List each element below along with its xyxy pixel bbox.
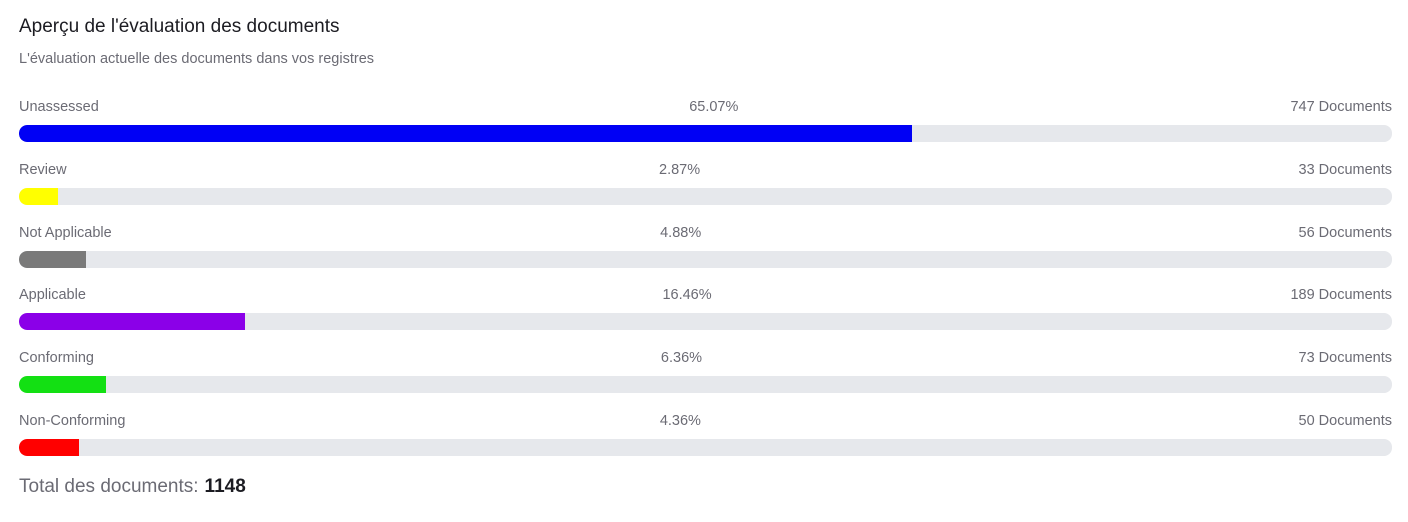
bar-row-not-applicable: Not Applicable 4.88% 56 Documents: [19, 225, 1392, 288]
total-documents: Total des documents: 1148: [19, 476, 246, 498]
bar-row-conforming: Conforming 6.36% 73 Documents: [19, 350, 1392, 413]
bar-fill-applicable: [19, 313, 245, 331]
bar-count-label: 747 Documents: [1290, 99, 1392, 115]
total-value: 1148: [204, 476, 246, 497]
bar-fill-unassessed: [19, 125, 913, 142]
bar-percent-label: 4.88%: [660, 224, 702, 241]
bar-row-non-conforming: Non-Conforming 4.36% 50 Documents: [19, 413, 1392, 476]
bar-track: [19, 313, 1392, 331]
bar-track: [19, 376, 1392, 394]
bar-label: Not Applicable: [19, 224, 112, 241]
bar-track: [19, 187, 1392, 205]
bar-percent-label: 6.36%: [660, 350, 703, 367]
bar-fill-review: [19, 187, 59, 205]
bar-row-header: Unassessed 65.07% 747 Documents: [19, 99, 1392, 123]
bar-count-label: 33 Documents: [1298, 161, 1393, 178]
card-subtitle: L'évaluation actuelle des documents dans…: [19, 51, 375, 67]
bar-count-label: 189 Documents: [1290, 287, 1392, 304]
bar-count-label: 73 Documents: [1298, 350, 1393, 367]
bar-track: [19, 125, 1392, 142]
bar-label: Non-Conforming: [19, 412, 126, 429]
bar-row-header: Conforming 6.36% 73 Documents: [19, 350, 1392, 374]
assessment-bar-list: Unassessed 65.07% 747 Documents Review 2.87%…: [19, 99, 1392, 476]
bar-row-header: Non-Conforming 4.36% 50 Documents: [19, 413, 1392, 437]
bar-percent-label: 2.87%: [659, 161, 701, 178]
card-title: Aperçu de l'évaluation des documents: [19, 16, 340, 37]
bar-track: [19, 250, 1392, 268]
bar-label: Unassessed: [19, 99, 99, 115]
bar-count-label: 50 Documents: [1298, 412, 1393, 429]
bar-row-applicable: Applicable 16.46% 189 Documents: [19, 287, 1392, 350]
bar-label: Conforming: [19, 350, 94, 367]
bar-row-unassessed: Unassessed 65.07% 747 Documents: [19, 99, 1392, 162]
bar-fill-not-applicable: [19, 250, 86, 268]
bar-percent-label: 4.36%: [659, 412, 701, 429]
bar-percent-label: 16.46%: [662, 287, 712, 304]
bar-label: Applicable: [19, 287, 86, 304]
bar-percent-label: 65.07%: [689, 99, 739, 115]
bar-count-label: 56 Documents: [1298, 224, 1393, 241]
bar-fill-conforming: [19, 376, 107, 394]
bar-label: Review: [19, 161, 67, 178]
total-label: Total des documents:: [19, 476, 199, 497]
bar-row-header: Review 2.87% 33 Documents: [19, 162, 1392, 186]
bar-row-header: Applicable 16.46% 189 Documents: [19, 287, 1392, 311]
bar-row-header: Not Applicable 4.88% 56 Documents: [19, 225, 1392, 249]
bar-track: [19, 438, 1392, 456]
bar-fill-non-conforming: [19, 438, 79, 456]
bar-row-review: Review 2.87% 33 Documents: [19, 162, 1392, 225]
